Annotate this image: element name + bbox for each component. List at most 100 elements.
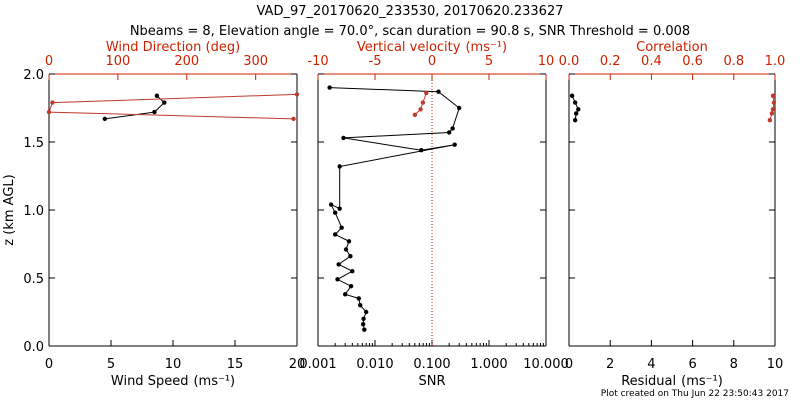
vertical-velocity-point <box>412 112 418 118</box>
bottom-axis-label-text: Residual <box>621 374 676 389</box>
residual-point <box>572 118 578 123</box>
top-axis-label: Vertical velocity (ms⁻¹) <box>357 40 507 55</box>
top-axis-label-text: Vertical velocity <box>357 40 461 55</box>
snr-point <box>339 225 344 230</box>
wind-direction-point <box>46 109 52 115</box>
correlation-point <box>767 118 773 123</box>
top-tick-label: 0.8 <box>723 54 744 69</box>
snr-point <box>327 85 332 90</box>
figure-title-line1: VAD_97_20170620_233530, 20170620.233627 <box>257 4 564 19</box>
y-tick-label: 2.0 <box>23 68 44 83</box>
top-tick-label: 1.0 <box>765 54 786 69</box>
bottom-tick-label: 2 <box>606 357 614 372</box>
snr-point <box>348 254 353 259</box>
y-tick-label: 0.0 <box>23 340 44 355</box>
top-tick-label: -10 <box>307 54 328 69</box>
residual-point <box>569 93 575 98</box>
residual-point <box>576 107 581 112</box>
wind-speed-point <box>162 100 167 105</box>
snr-point <box>452 142 457 147</box>
vertical-velocity-line <box>414 92 427 116</box>
vertical-velocity-point <box>420 100 426 105</box>
y-tick-label: 1.0 <box>23 204 44 219</box>
bottom-axis-label: SNR <box>418 374 445 389</box>
top-tick-label: 0.2 <box>600 54 621 69</box>
snr-point <box>450 126 455 131</box>
snr-point <box>419 147 424 153</box>
snr-point <box>343 247 349 252</box>
top-tick-label: 0.4 <box>641 54 662 69</box>
panel-residual: 0 2 4 6 8 10 Residual (ms⁻¹) 0.0 0.2 0.4 0.6 0.8 1.0 C… <box>559 40 786 389</box>
snr-point <box>360 322 366 327</box>
top-tick-label: 0.6 <box>682 54 703 69</box>
y-tick-label: 0.5 <box>23 272 44 287</box>
bottom-tick-label: 5 <box>107 357 115 372</box>
snr-point <box>346 239 352 244</box>
snr-point <box>361 316 366 321</box>
vertical-velocity-point <box>418 107 423 112</box>
snr-point <box>336 262 341 267</box>
top-axis-label: Correlation <box>636 40 708 55</box>
bottom-tick-label: 10 <box>767 357 784 372</box>
bottom-tick-label: 0.100 <box>413 357 450 372</box>
snr-point <box>363 309 369 315</box>
bottom-axis-label: Residual (ms⁻¹) <box>621 374 723 389</box>
y-axis-label: z (km AGL) <box>2 174 17 245</box>
residual-point <box>574 111 579 116</box>
wind-direction-point <box>291 116 296 122</box>
bottom-axis-label: Wind Speed (ms⁻¹) <box>111 374 235 389</box>
snr-point <box>456 105 462 111</box>
figure-title-line2: Nbeams = 8, Elevation angle = 70.0°, sca… <box>130 24 690 39</box>
top-tick-label: 300 <box>243 54 268 69</box>
bottom-tick-label: 15 <box>227 357 244 372</box>
panel-wind: 0.0 0.5 1.0 1.5 2.0 z (km AGL) 0 5 10 15 20 Wind Sp… <box>2 40 305 389</box>
bottom-tick-label: 0 <box>565 357 573 372</box>
top-tick-label: 0 <box>428 54 436 69</box>
vertical-velocity-point <box>424 90 429 96</box>
bottom-axis-label-text: SNR <box>418 374 445 389</box>
snr-point <box>356 296 362 301</box>
top-axis-label: Wind Direction (deg) <box>106 40 240 55</box>
wind-speed-point <box>152 109 157 115</box>
residual-point <box>572 100 578 105</box>
bottom-axis-unit: (ms⁻¹) <box>681 374 723 389</box>
wind-direction-point <box>50 100 55 105</box>
panel-snr: 0.001 0.010 0.100 1.000 10.000 SNR -10 -5 0 5 10 Ve… <box>299 40 568 389</box>
top-tick-label: 10 <box>538 54 555 69</box>
top-axis-label-text: Wind Direction (deg) <box>106 40 240 55</box>
snr-line <box>329 87 460 330</box>
bottom-tick-label: 1.000 <box>470 357 507 372</box>
snr-point <box>337 164 342 169</box>
snr-point <box>342 292 348 297</box>
wind-speed-point <box>154 93 160 98</box>
correlation-point <box>770 93 776 98</box>
correlation-point <box>769 111 775 116</box>
top-tick-label: 5 <box>485 54 493 69</box>
wind-direction-point <box>294 92 300 97</box>
bottom-axis-unit: (ms⁻¹) <box>193 374 235 389</box>
top-tick-label: 200 <box>174 54 199 69</box>
bottom-axis-label-text: Wind Speed <box>111 374 189 389</box>
bottom-tick-label: 0.010 <box>356 357 393 372</box>
top-tick-label: -5 <box>369 54 382 69</box>
bottom-tick-label: 0 <box>45 357 53 372</box>
bottom-tick-label: 10 <box>165 357 182 372</box>
bottom-tick-label: 4 <box>647 357 655 372</box>
bottom-tick-label: 8 <box>730 357 738 372</box>
top-tick-label: 100 <box>105 54 130 69</box>
top-axis-label-text: Correlation <box>636 40 708 55</box>
snr-point <box>328 202 334 207</box>
bottom-tick-label: 6 <box>688 357 696 372</box>
snr-point <box>335 277 340 282</box>
snr-point <box>436 89 441 94</box>
bottom-tick-label: 10.000 <box>523 357 569 372</box>
top-axis-unit: (ms⁻¹) <box>465 40 507 55</box>
top-tick-label: 0.0 <box>559 54 580 69</box>
snr-point <box>337 206 342 211</box>
snr-point <box>341 135 346 141</box>
snr-point <box>332 232 338 237</box>
plot-created-footnote: Plot created on Thu Jun 22 23:50:43 2017 <box>601 389 789 399</box>
wind-direction-line <box>48 93 298 120</box>
